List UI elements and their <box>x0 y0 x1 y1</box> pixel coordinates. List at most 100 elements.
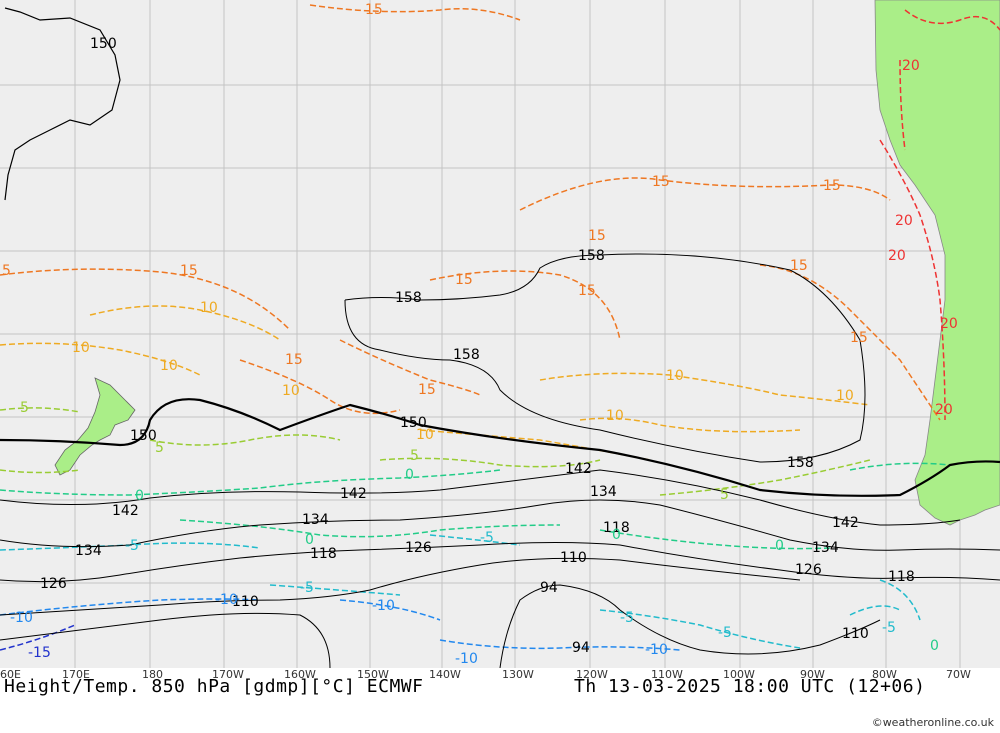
map-canvas <box>0 0 1000 669</box>
temp-label: -10 <box>645 642 668 658</box>
height-label: 118 <box>603 520 630 536</box>
temp-label: -10 <box>372 598 395 614</box>
temp-label: 0 <box>135 488 144 504</box>
height-label: 150 <box>400 415 427 431</box>
height-label: 126 <box>795 562 822 578</box>
south-america-land <box>874 0 1000 526</box>
lon-tick: 180 <box>142 668 163 681</box>
temp-label: -5 <box>882 620 896 636</box>
temp-label: 15 <box>823 178 841 194</box>
temp-label: 20 <box>895 213 913 229</box>
temp-label: 20 <box>888 248 906 264</box>
height-label: 94 <box>572 640 590 656</box>
height-label: 134 <box>812 540 839 556</box>
temp-label: 20 <box>902 58 920 74</box>
temp-label: 10 <box>416 427 434 443</box>
height-label: 134 <box>302 512 329 528</box>
temp-label: 10 <box>200 300 218 316</box>
temp-label: -10 <box>215 592 238 608</box>
lon-tick: 70W <box>946 668 971 681</box>
height-label: 158 <box>395 290 422 306</box>
temp-label: 15 <box>285 352 303 368</box>
height-label: 134 <box>75 543 102 559</box>
temp-label: -5 <box>300 580 314 596</box>
temp-label: 5 <box>410 448 419 464</box>
height-label: 158 <box>787 455 814 471</box>
height-150-contour <box>0 398 1000 497</box>
height-label: 118 <box>310 546 337 562</box>
height-label: 150 <box>90 36 117 52</box>
lon-tick: 120W <box>576 668 608 681</box>
temp-label: -5 <box>480 530 494 546</box>
temp-label: 10 <box>282 383 300 399</box>
temp-label: 10 <box>666 368 684 384</box>
lon-tick: 100W <box>723 668 755 681</box>
height-label: 110 <box>232 594 259 610</box>
temp-label: 5 <box>2 263 11 279</box>
height-label: 150 <box>130 428 157 444</box>
height-label: 110 <box>560 550 587 566</box>
temp-label: 0 <box>305 532 314 548</box>
temp-label: 5 <box>20 400 29 416</box>
lon-tick: 90W <box>800 668 825 681</box>
map-title: Height/Temp. 850 hPa [gdmp][°C] ECMWF <box>4 676 424 697</box>
temp-label: -5 <box>620 610 634 626</box>
temp-label: -10 <box>455 651 478 667</box>
temp-0-contours <box>0 462 951 550</box>
height-label: 158 <box>578 248 605 264</box>
temp-20-contours <box>879 9 1000 421</box>
temp-label: 15 <box>455 272 473 288</box>
lon-tick: 160W <box>284 668 316 681</box>
new-zealand-land <box>54 377 136 476</box>
height-label: 94 <box>540 580 558 596</box>
lon-tick: 110W <box>651 668 683 681</box>
temp-label: 15 <box>790 258 808 274</box>
height-label: 142 <box>340 486 367 502</box>
temp-label: 0 <box>930 638 939 654</box>
temp-label: -5 <box>125 538 139 554</box>
height-label: 126 <box>405 540 432 556</box>
lon-tick: 170W <box>212 668 244 681</box>
valid-time: Th 13-03-2025 18:00 UTC (12+06) <box>574 676 926 697</box>
temp-label: 15 <box>365 2 383 18</box>
lon-tick: 150W <box>357 668 389 681</box>
lon-tick: 80W <box>872 668 897 681</box>
temp-label: 15 <box>418 382 436 398</box>
height-label: 134 <box>590 484 617 500</box>
height-label: 142 <box>565 461 592 477</box>
temp-15-contours <box>0 4 941 421</box>
lon-tick: 140W <box>429 668 461 681</box>
height-label: 158 <box>453 347 480 363</box>
temp-label: 15 <box>578 283 596 299</box>
temp-minus10-contours <box>0 598 681 651</box>
temp-label: 0 <box>612 527 621 543</box>
lon-tick: 60E <box>0 668 21 681</box>
credit-link[interactable]: ©weatheronline.co.uk <box>871 716 994 729</box>
temp-label: 5 <box>720 487 729 503</box>
height-label: 110 <box>842 626 869 642</box>
temp-label: 20 <box>940 316 958 332</box>
temp-label: 10 <box>160 358 178 374</box>
weather-map: 150 150 150 158 158 158 158 142 142 142 … <box>0 0 1000 669</box>
temp-label: -5 <box>718 625 732 641</box>
temp-label: 15 <box>652 174 670 190</box>
temp-label: 0 <box>405 467 414 483</box>
height-label: 126 <box>40 576 67 592</box>
lon-tick: 130W <box>502 668 534 681</box>
temp-label: -10 <box>10 610 33 626</box>
temp-label: 10 <box>72 340 90 356</box>
temp-label: 5 <box>155 440 164 456</box>
height-label: 142 <box>112 503 139 519</box>
temp-label: -15 <box>28 645 51 661</box>
temp-label: 15 <box>850 330 868 346</box>
temp-label: 10 <box>836 388 854 404</box>
temp-label: 0 <box>775 538 784 554</box>
temp-label: 15 <box>180 263 198 279</box>
height-contours <box>0 253 1000 669</box>
temp-label: 10 <box>606 408 624 424</box>
lon-tick: 170E <box>62 668 90 681</box>
temp-minus15-contours <box>0 624 76 651</box>
temp-5-contours <box>0 407 871 496</box>
height-label: 142 <box>832 515 859 531</box>
temp-label: 15 <box>588 228 606 244</box>
